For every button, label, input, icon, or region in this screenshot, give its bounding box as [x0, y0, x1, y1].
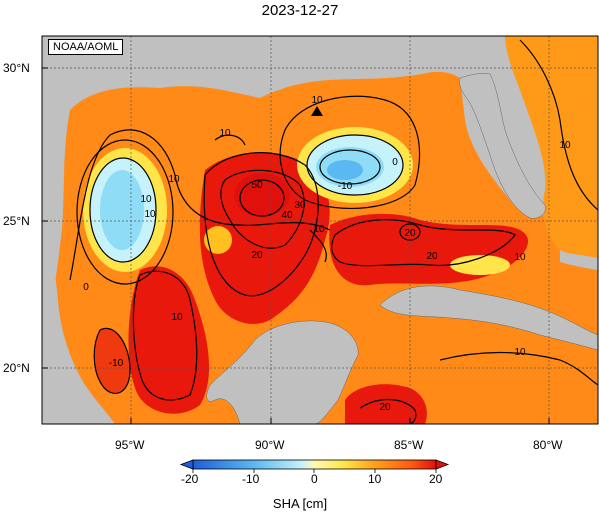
contour-east-neg10	[319, 149, 381, 185]
contour-west-20	[132, 270, 198, 401]
colorbar-tick: 20	[429, 472, 443, 486]
contour-label: 10	[144, 209, 156, 220]
contour-label: 20	[251, 250, 263, 261]
contour-west-0	[89, 157, 157, 263]
contour-florida-10	[519, 39, 598, 211]
map-title: 2023-12-27	[261, 2, 339, 19]
warm-core-south	[345, 384, 427, 424]
contour-label: 40	[281, 210, 293, 221]
bahamas-land	[560, 250, 598, 270]
contour-east-0	[306, 134, 404, 196]
contour-label: 20	[379, 402, 391, 413]
cuba-land	[379, 285, 598, 351]
map-frame	[41, 35, 599, 425]
contour-label: 10	[219, 128, 231, 139]
cold-eddy-west-core	[100, 170, 144, 250]
colorbar	[179, 459, 450, 473]
contour-east-small	[399, 223, 421, 241]
warm-patch-southwest	[94, 328, 130, 394]
contour-sw-10	[93, 327, 131, 395]
keys-island	[520, 156, 529, 165]
contour-south-10	[359, 398, 417, 424]
contour-label: 0	[83, 282, 89, 293]
lat-label-20: 20°N	[3, 361, 30, 375]
contour-center-30	[220, 169, 305, 249]
contour-center-20	[203, 152, 319, 297]
contour-label: 10	[313, 224, 325, 235]
colorbar-tick: 0	[311, 472, 318, 486]
contour-label: 0	[392, 157, 398, 168]
colorbar-tick: -20	[181, 472, 199, 486]
yucatan-land	[206, 320, 359, 424]
colorbar-bar	[192, 459, 437, 470]
contour-label: 20	[426, 251, 438, 262]
florida-land	[459, 73, 546, 219]
colorbar-left-arrow	[179, 459, 194, 470]
warm-core-center	[199, 152, 330, 324]
contour-center-10	[309, 229, 327, 263]
colorbar-right-arrow	[435, 459, 450, 470]
warm-core-west	[128, 266, 210, 414]
contour-carib-10	[439, 351, 598, 386]
contour-label: 10	[559, 140, 571, 151]
contour-label: 10	[514, 252, 526, 263]
contour-label: 10	[140, 194, 152, 205]
credit-label: NOAA/AOML	[48, 39, 124, 55]
contour-east-10	[279, 95, 421, 209]
cold-eddy-east-deep	[327, 160, 363, 180]
colorbar-tick: 10	[368, 472, 382, 486]
contour-label: 10	[168, 174, 180, 185]
contour-center-50	[239, 179, 285, 217]
contour-label: 20	[404, 228, 416, 239]
lon-label-95: 95°W	[115, 438, 145, 452]
lon-label-90: 90°W	[255, 438, 285, 452]
yellow-spot-center	[204, 226, 232, 254]
atlantic-ocean	[505, 36, 598, 260]
colorbar-label: SHA [cm]	[272, 496, 328, 511]
mexico-west-land	[42, 200, 115, 424]
contour-label: -10	[338, 181, 353, 192]
contour-label: -10	[109, 358, 124, 369]
lat-label-30: 30°N	[3, 61, 30, 75]
colorbar-tick: -10	[242, 472, 260, 486]
yellow-spot-east	[450, 255, 510, 275]
north-coast-land	[42, 36, 505, 200]
contour-north-10	[214, 134, 246, 146]
contour-label: 50	[251, 180, 263, 191]
lon-label-80: 80°W	[533, 438, 563, 452]
contour-nw-10	[69, 129, 331, 281]
marker-triangle	[311, 106, 323, 116]
contour-label: 30	[294, 200, 306, 211]
contour-label: 10	[514, 347, 526, 358]
contour-west-10	[76, 139, 174, 285]
contour-label: 10	[171, 312, 183, 323]
contour-east-20	[331, 219, 516, 267]
contour-label: 10	[311, 95, 323, 106]
lon-label-85: 85°W	[394, 438, 424, 452]
lat-label-25: 25°N	[3, 214, 30, 228]
